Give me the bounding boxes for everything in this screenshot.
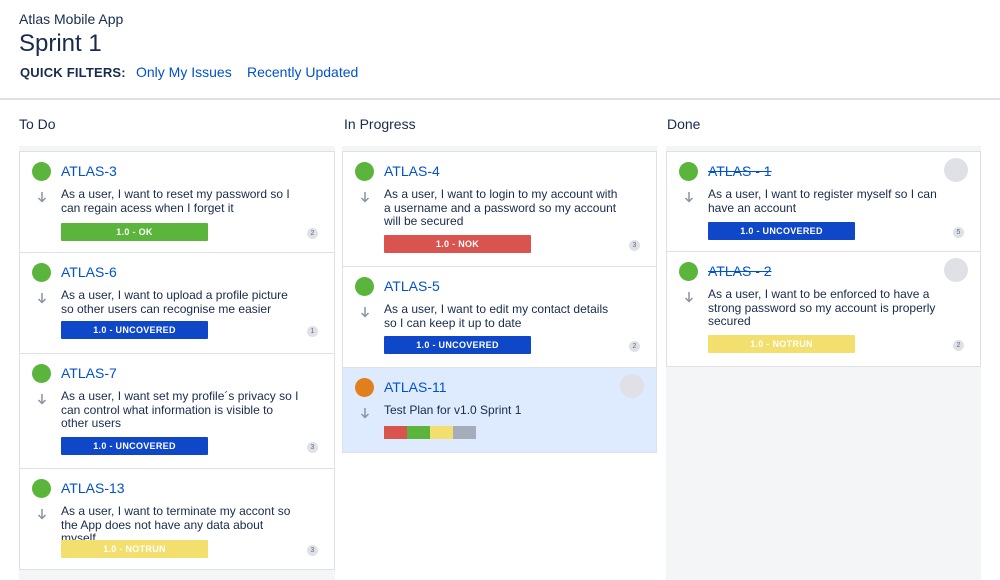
- quick-filters-label: QUICK FILTERS:: [20, 65, 126, 80]
- test-status-badge: 1.0 - OK: [61, 223, 208, 241]
- count-badge: 2: [629, 341, 640, 352]
- test-status-badge: 1.0 - UNCOVERED: [61, 321, 208, 339]
- arrow-down-icon: [37, 509, 47, 520]
- arrow-down-icon: [684, 292, 694, 303]
- arrow-down-icon: [37, 293, 47, 304]
- status-dot-icon: [355, 162, 374, 181]
- count-badge: 3: [307, 545, 318, 556]
- status-dot-icon: [679, 162, 698, 181]
- column-title-todo: To Do: [19, 116, 56, 132]
- avatar-placeholder-icon[interactable]: [944, 258, 968, 282]
- arrow-down-icon: [360, 408, 370, 419]
- status-dot-icon: [32, 364, 51, 383]
- issue-card-atlas-1[interactable]: ATLAS - 1 As a user, I want to register …: [667, 152, 980, 252]
- sprint-title: Sprint 1: [19, 30, 102, 57]
- issue-card-atlas-13[interactable]: ATLAS-13 As a user, I want to terminate …: [20, 469, 334, 569]
- issue-card-atlas-5[interactable]: ATLAS-5 As a user, I want to edit my con…: [343, 267, 656, 368]
- issue-card-atlas-4[interactable]: ATLAS-4 As a user, I want to login to my…: [343, 152, 656, 267]
- issue-card-atlas-2[interactable]: ATLAS - 2 As a user, I want to be enforc…: [667, 252, 980, 366]
- test-status-badge: 1.0 - NOTRUN: [708, 335, 855, 353]
- issue-card-atlas-11[interactable]: ATLAS-11 Test Plan for v1.0 Sprint 1: [343, 368, 656, 452]
- test-status-badge: 1.0 - UNCOVERED: [61, 437, 208, 455]
- column-title-in-progress: In Progress: [344, 116, 416, 132]
- count-badge: 3: [307, 442, 318, 453]
- issue-summary: As a user, I want to reset my password s…: [61, 187, 290, 215]
- column-done: ATLAS - 1 As a user, I want to register …: [666, 146, 981, 580]
- test-bar-segment-failed: [384, 426, 407, 439]
- issue-card-atlas-6[interactable]: ATLAS-6 As a user, I want to upload a pr…: [20, 253, 334, 354]
- project-name[interactable]: Atlas Mobile App: [19, 11, 124, 27]
- test-status-badge: 1.0 - UNCOVERED: [708, 222, 855, 240]
- board-header: Atlas Mobile App Sprint 1 QUICK FILTERS:…: [0, 0, 1000, 100]
- count-badge: 3: [629, 240, 640, 251]
- column-in-progress: ATLAS-4 As a user, I want to login to my…: [342, 146, 657, 453]
- status-dot-icon: [355, 378, 374, 397]
- arrow-down-icon: [360, 307, 370, 318]
- issue-summary: As a user, I want to edit my contact det…: [384, 302, 609, 330]
- arrow-down-icon: [37, 192, 47, 203]
- test-status-badge: 1.0 - UNCOVERED: [384, 336, 531, 354]
- arrow-down-icon: [37, 394, 47, 405]
- column-todo: ATLAS-3 As a user, I want to reset my pa…: [19, 146, 335, 580]
- column-title-done: Done: [667, 116, 701, 132]
- issue-key[interactable]: ATLAS-7: [61, 365, 117, 381]
- issue-key[interactable]: ATLAS-5: [384, 278, 440, 294]
- issue-summary: Test Plan for v1.0 Sprint 1: [384, 403, 522, 417]
- count-badge: 2: [953, 340, 964, 351]
- test-status-badge: 1.0 - NOK: [384, 235, 531, 253]
- status-dot-icon: [355, 277, 374, 296]
- issue-key[interactable]: ATLAS-11: [384, 379, 447, 395]
- issue-key[interactable]: ATLAS - 1: [708, 163, 772, 179]
- issue-summary: As a user, I want to register myself so …: [708, 187, 937, 215]
- status-dot-icon: [32, 162, 51, 181]
- issue-key[interactable]: ATLAS - 2: [708, 263, 772, 279]
- count-badge: 2: [307, 228, 318, 239]
- test-bar-segment-other: [453, 426, 476, 439]
- count-badge: 1: [307, 326, 318, 337]
- issue-key[interactable]: ATLAS-6: [61, 264, 117, 280]
- count-badge: 5: [953, 227, 964, 238]
- issue-key[interactable]: ATLAS-13: [61, 480, 125, 496]
- avatar-placeholder-icon[interactable]: [944, 158, 968, 182]
- avatar-placeholder-icon[interactable]: [620, 374, 644, 398]
- issue-key[interactable]: ATLAS-4: [384, 163, 440, 179]
- test-bar-segment-passed: [407, 426, 430, 439]
- issue-summary: As a user, I want set my profile´s priva…: [61, 389, 299, 430]
- issue-summary: As a user, I want to be enforced to have…: [708, 287, 936, 328]
- arrow-down-icon: [360, 192, 370, 203]
- test-status-badge: 1.0 - NOTRUN: [61, 540, 208, 558]
- issue-key[interactable]: ATLAS-3: [61, 163, 117, 179]
- test-bar-segment-notrun: [430, 426, 453, 439]
- issue-card-atlas-3[interactable]: ATLAS-3 As a user, I want to reset my pa…: [20, 152, 334, 253]
- status-dot-icon: [679, 262, 698, 281]
- status-dot-icon: [32, 263, 51, 282]
- filter-recently-updated[interactable]: Recently Updated: [247, 64, 359, 80]
- arrow-down-icon: [684, 192, 694, 203]
- issue-card-atlas-7[interactable]: ATLAS-7 As a user, I want set my profile…: [20, 354, 334, 469]
- filter-only-my-issues[interactable]: Only My Issues: [136, 64, 232, 80]
- issue-summary: As a user, I want to upload a profile pi…: [61, 288, 288, 316]
- issue-summary: As a user, I want to login to my account…: [384, 187, 618, 228]
- status-dot-icon: [32, 479, 51, 498]
- test-run-progress-bar: [384, 426, 476, 439]
